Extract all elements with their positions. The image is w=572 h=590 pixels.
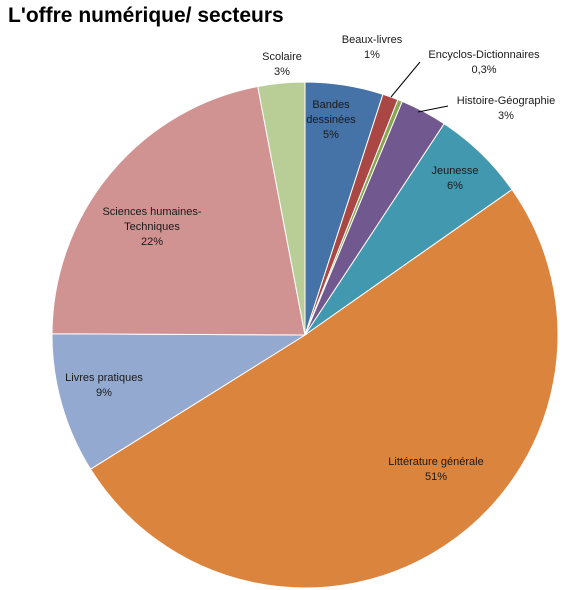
pie-slice-scolaire bbox=[257, 81, 306, 336]
data-label-histoire-geographie: Histoire-Géographie 3% bbox=[457, 95, 555, 122]
data-label-livres-pratiques: Livres pratiques 9% bbox=[65, 372, 143, 399]
pie-slice-livres-pratiques bbox=[51, 333, 307, 470]
data-label-jeunesse: Jeunesse 6% bbox=[431, 165, 478, 192]
data-label-sciences-humaines-techniques: Sciences humaines-Techniques 22% bbox=[102, 206, 201, 248]
data-label-bandes-dessinees: Bandes dessinées 5% bbox=[306, 99, 356, 141]
leader-line-histoire-geographie bbox=[417, 105, 449, 113]
pie-slice-sciences-humaines-techniques bbox=[51, 85, 306, 336]
data-label-scolaire: Scolaire 3% bbox=[262, 51, 302, 78]
data-label-encyclos-dictionnaires: Encyclos-Dictionnaires 0,3% bbox=[428, 49, 540, 76]
data-label-litterature-generale: Littérature générale 51% bbox=[388, 456, 483, 483]
leader-line-encyclos-dictionnaires bbox=[390, 61, 421, 98]
chart-title: L'offre numérique/ secteurs bbox=[8, 4, 284, 27]
data-label-beaux-livres: Beaux-livres 1% bbox=[342, 34, 403, 61]
pie-slice-litterature-generale bbox=[89, 188, 559, 589]
